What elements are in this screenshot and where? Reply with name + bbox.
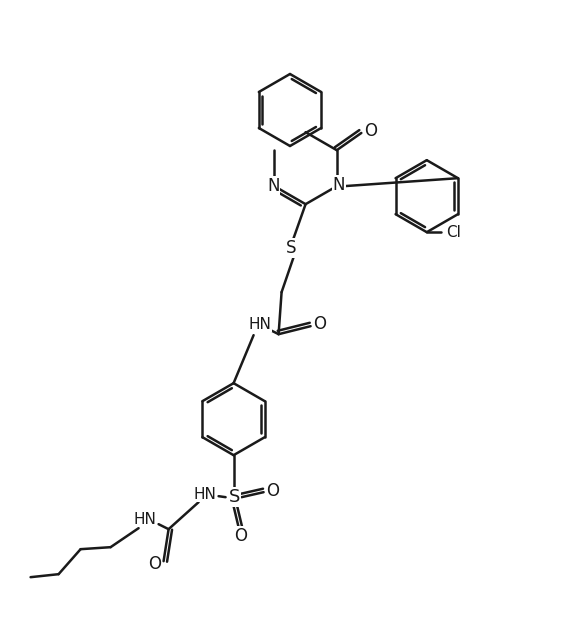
Text: O: O <box>234 527 247 545</box>
Text: O: O <box>148 555 161 573</box>
Text: N: N <box>267 177 280 195</box>
Text: HN: HN <box>134 511 156 527</box>
Text: HN: HN <box>193 486 217 502</box>
Text: N: N <box>332 176 345 194</box>
Text: O: O <box>313 315 326 333</box>
Text: HN: HN <box>248 317 272 332</box>
Text: O: O <box>364 122 377 140</box>
Text: O: O <box>266 482 279 500</box>
Text: Cl: Cl <box>446 225 461 239</box>
Text: S: S <box>229 488 240 506</box>
Text: S: S <box>287 239 297 257</box>
